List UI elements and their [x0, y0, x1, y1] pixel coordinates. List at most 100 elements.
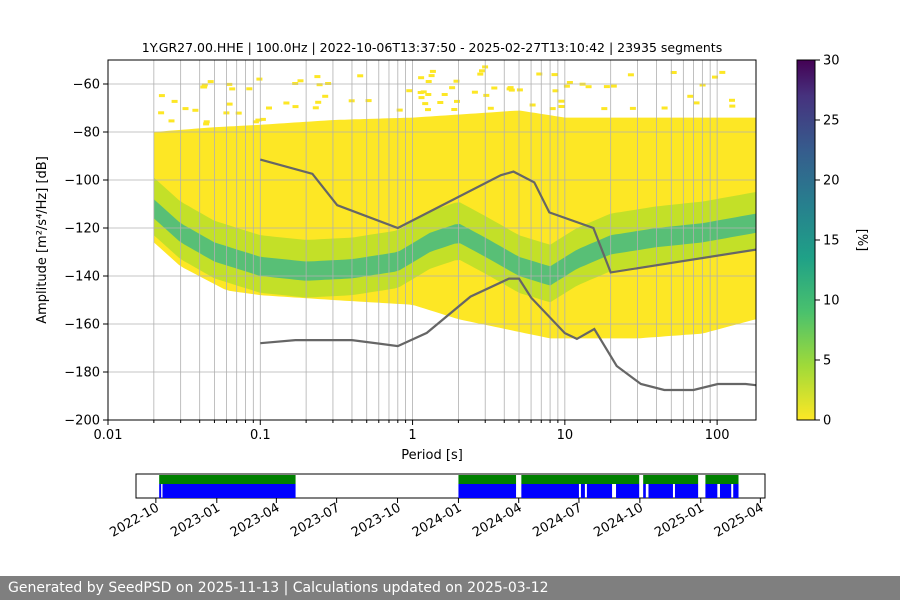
- y-tick-label: −140: [64, 270, 100, 285]
- density-point: [729, 104, 736, 108]
- timeline-data-bar: [719, 484, 732, 498]
- density-point: [451, 108, 458, 111]
- psd-density: [153, 65, 756, 339]
- density-point: [322, 94, 329, 98]
- density-point: [477, 72, 484, 76]
- colorbar-ticks: 0 5 10 15 20 25 30: [815, 54, 840, 429]
- density-point: [182, 107, 189, 111]
- colorbar-tick-label: 10: [823, 294, 840, 309]
- density-point: [292, 82, 299, 85]
- density-point: [441, 93, 448, 96]
- y-axis-ticks: −60 −80 −100 −120 −140 −160 −180 −200: [64, 78, 108, 429]
- density-point: [425, 93, 432, 96]
- density-point: [661, 106, 668, 110]
- density-point: [252, 120, 259, 124]
- timeline-data-bar: [458, 484, 517, 498]
- density-point: [316, 83, 323, 87]
- timeline-metric-bar: [458, 475, 517, 484]
- density-point: [235, 111, 242, 115]
- density-point: [551, 73, 558, 77]
- density-point: [729, 98, 735, 102]
- timeline-metric-bar: [643, 475, 699, 484]
- density-point: [292, 105, 299, 109]
- density-point: [719, 70, 726, 74]
- density-point: [479, 69, 485, 73]
- timeline-tick-label: 2022-10: [107, 500, 162, 540]
- timeline-availability-bars: [159, 475, 739, 498]
- density-point: [629, 106, 636, 110]
- y-tick-label: −200: [64, 414, 100, 429]
- density-point: [158, 94, 165, 98]
- timeline-data-bar: [616, 484, 640, 498]
- timeline-tick-label: 2024-04: [470, 500, 525, 540]
- density-point: [712, 75, 718, 79]
- y-axis-label: Amplitude [m²/s⁴/Hz] [dB]: [35, 156, 50, 324]
- density-point: [314, 75, 321, 79]
- density-point: [437, 101, 444, 104]
- density-point: [417, 91, 424, 94]
- density-point: [207, 80, 214, 84]
- colorbar-tick-label: 25: [823, 114, 840, 129]
- plot-frame: [107, 59, 757, 421]
- density-point: [255, 118, 262, 122]
- density-point: [428, 74, 435, 78]
- x-tick-label: 100: [705, 428, 730, 443]
- density-point: [192, 108, 199, 112]
- density-point: [168, 119, 175, 123]
- noise-model-lines: [260, 158, 756, 392]
- density-point: [529, 103, 536, 107]
- x-tick-label: 0.1: [250, 428, 271, 443]
- density-point: [229, 87, 236, 91]
- timeline-metric-bar: [159, 475, 296, 484]
- timeline-tick-label: 2023-01: [168, 500, 223, 540]
- colorbar-tick-label: 5: [823, 354, 831, 369]
- timeline-tick-label: 2024-07: [530, 500, 585, 540]
- density-point: [158, 111, 165, 115]
- x-tick-label: 1: [408, 428, 416, 443]
- density-point: [610, 84, 617, 88]
- density-point: [171, 99, 178, 103]
- density-point: [315, 100, 322, 104]
- timeline-data-bar: [733, 484, 739, 498]
- timeline-data-bar: [586, 484, 613, 498]
- density-point: [566, 81, 573, 84]
- x-axis-ticks: 0.01 0.1 1 10 100: [94, 420, 730, 443]
- colorbar-tick-label: 15: [823, 234, 840, 249]
- density-point: [406, 89, 413, 93]
- density-point: [203, 120, 210, 124]
- colorbar-tick-label: 0: [823, 414, 831, 429]
- density-point: [200, 85, 207, 89]
- density-sparse-points: [158, 65, 736, 126]
- timeline-tick-label: 2025-04: [712, 500, 767, 540]
- density-point: [203, 122, 210, 126]
- density-point: [507, 86, 514, 90]
- density-point: [418, 76, 425, 80]
- density-point: [627, 73, 634, 77]
- density-point: [601, 107, 608, 111]
- density-point: [471, 90, 478, 94]
- density-point: [259, 117, 266, 121]
- density-point: [687, 94, 694, 98]
- timeline-metric-bar: [705, 475, 739, 484]
- colorbar: [796, 59, 816, 421]
- y-tick-label: −120: [64, 222, 100, 237]
- x-tick-label: 10: [557, 428, 574, 443]
- density-mode-ridge: [153, 199, 756, 286]
- noise-model-line: [260, 277, 756, 392]
- density-point: [563, 84, 570, 88]
- density-point: [453, 79, 460, 83]
- density-point: [449, 86, 456, 90]
- density-point: [256, 77, 263, 81]
- density-point: [357, 74, 364, 78]
- density-point: [396, 108, 403, 112]
- density-point: [585, 85, 592, 89]
- figure: 1Y.GR27.00.HHE | 100.0Hz | 2022-10-06T13…: [35, 40, 869, 541]
- density-point: [491, 86, 498, 90]
- density-point: [558, 99, 565, 103]
- density-point: [418, 96, 425, 100]
- density-point: [693, 101, 700, 105]
- y-tick-label: −180: [64, 366, 100, 381]
- footer: Generated by SeedPSD on 2025-11-13 | Cal…: [0, 576, 900, 600]
- density-point: [266, 106, 272, 110]
- noise-model-line: [260, 158, 756, 274]
